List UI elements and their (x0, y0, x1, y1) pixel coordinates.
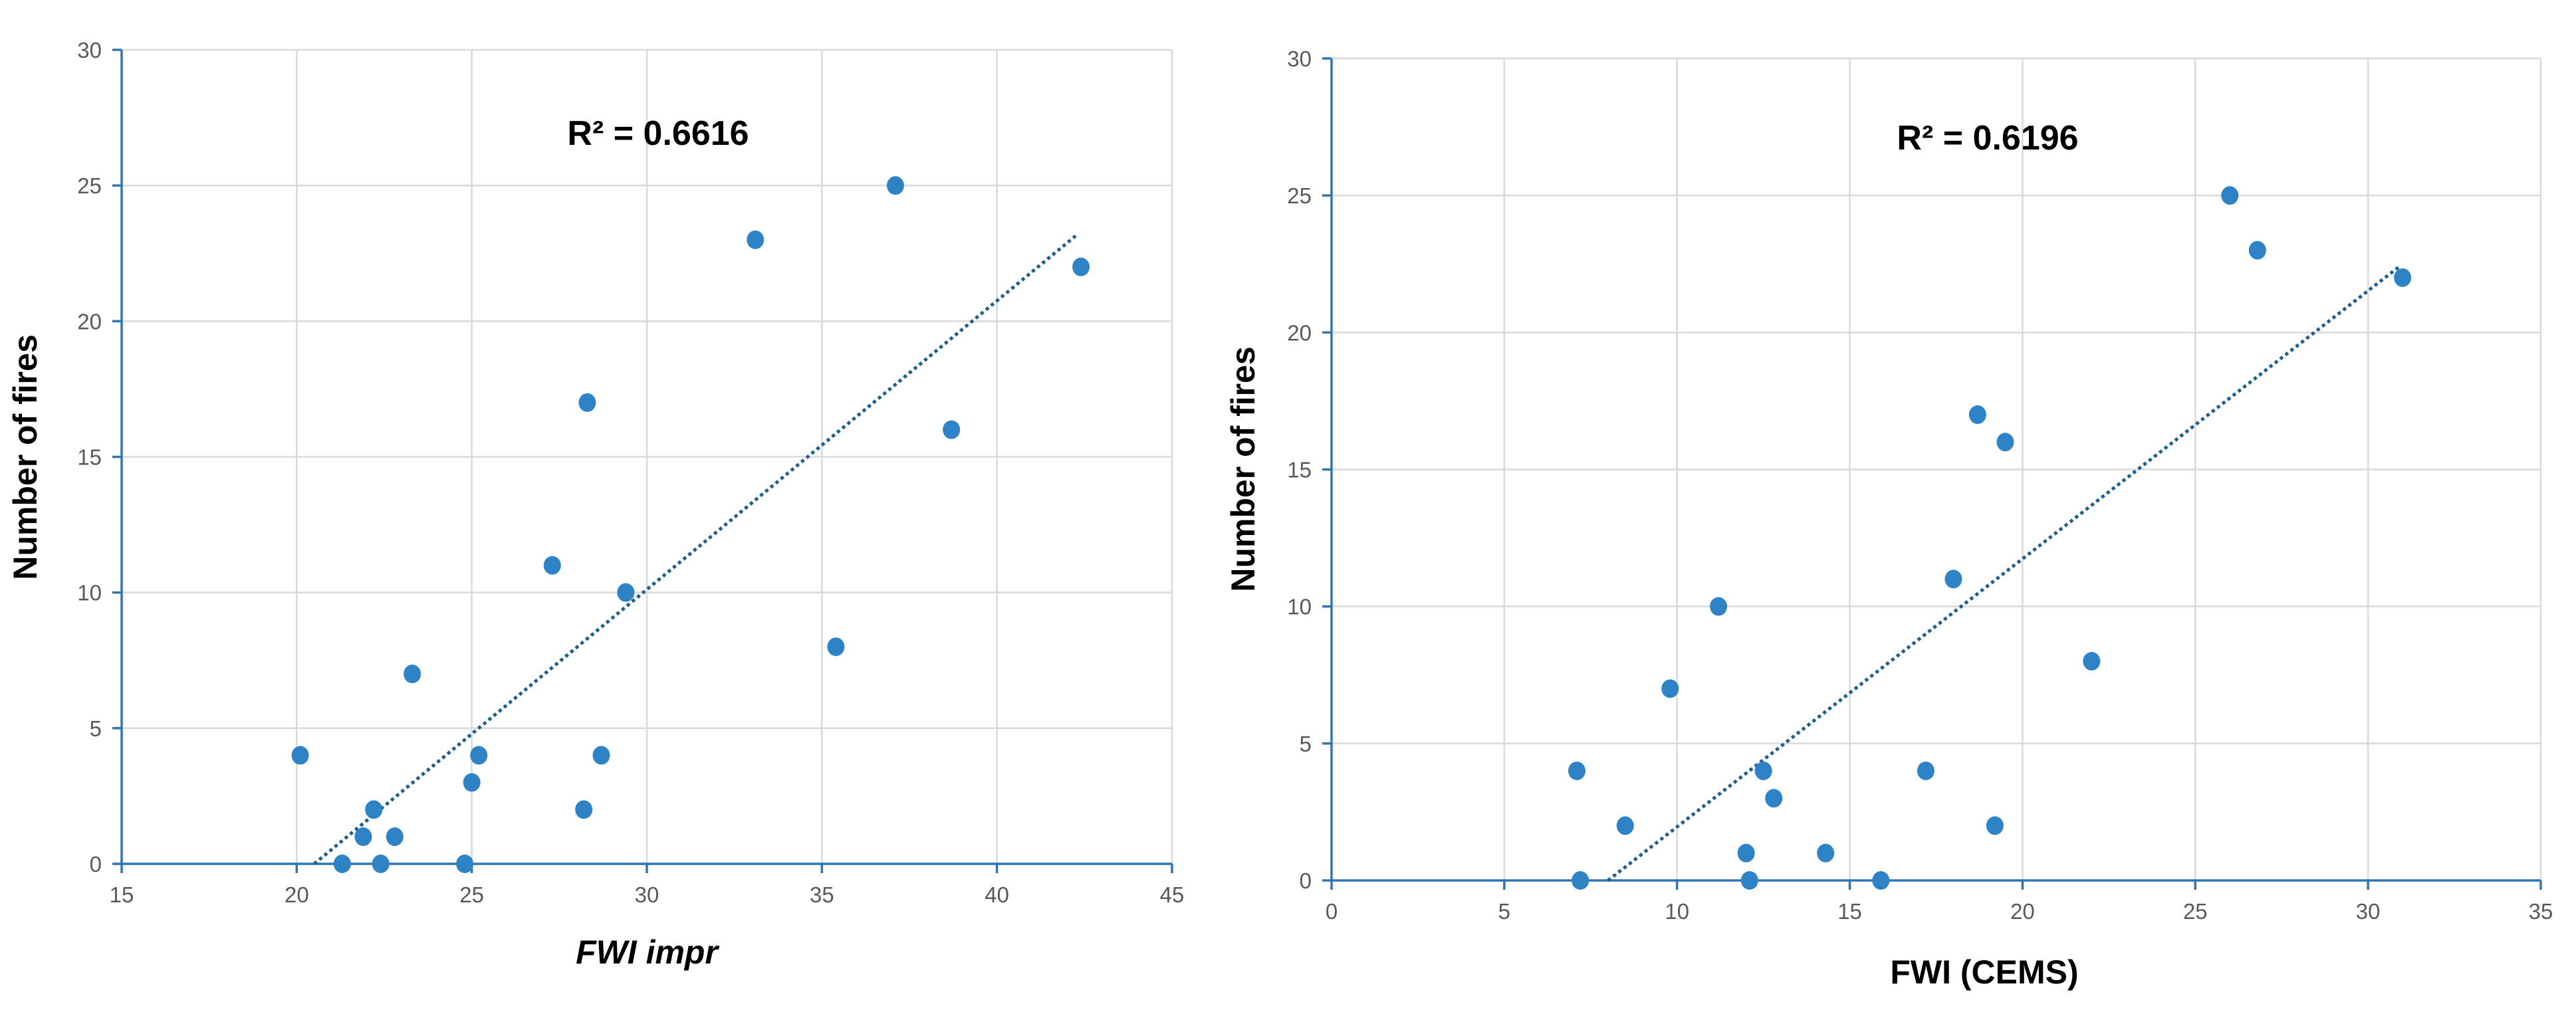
data-point (365, 800, 383, 819)
data-point (943, 420, 961, 439)
y-tick-label: 20 (77, 309, 102, 334)
data-point (1568, 762, 1585, 781)
data-point (1944, 569, 1962, 589)
x-tick-label: 15 (110, 882, 134, 907)
data-point (578, 393, 596, 412)
data-point (2248, 241, 2266, 260)
data-point (333, 855, 351, 873)
x-tick-label: 25 (2183, 899, 2208, 924)
data-point (470, 746, 488, 765)
y-tick-label: 10 (77, 581, 102, 605)
x-tick-label: 20 (2010, 899, 2035, 924)
data-point (291, 746, 309, 765)
y-tick-label: 25 (77, 173, 102, 198)
y-tick-label: 10 (1287, 595, 1312, 619)
y-tick-label: 0 (90, 852, 102, 876)
x-tick-label: 10 (1665, 899, 1689, 924)
x-tick-label: 40 (985, 882, 1009, 907)
x-tick-label: 15 (1837, 899, 1862, 924)
y-tick-label: 30 (1287, 47, 1312, 71)
y-tick-label: 0 (1300, 868, 1312, 893)
data-point (592, 746, 610, 765)
data-point (747, 230, 764, 249)
y-tick-label: 15 (77, 445, 102, 470)
y-tick-label: 5 (90, 716, 102, 741)
data-point (1572, 871, 1589, 890)
x-tick-label: 0 (1326, 899, 1338, 924)
data-point (404, 664, 421, 684)
trendline (313, 233, 1079, 865)
data-point (2083, 652, 2101, 671)
y-tick-label: 25 (1287, 183, 1312, 208)
y-tick-label: 15 (1287, 458, 1312, 482)
data-point (1737, 843, 1755, 863)
data-point (1754, 762, 1772, 781)
y-tick-label: 5 (1300, 732, 1312, 756)
data-point (575, 800, 593, 819)
x-axis-title: FWI impr (576, 934, 719, 971)
x-tick-label: 45 (1160, 882, 1185, 907)
data-point (1986, 816, 2004, 835)
data-point (1765, 789, 1783, 808)
x-tick-label: 35 (810, 882, 834, 907)
data-point (456, 855, 474, 873)
data-point (354, 827, 372, 847)
data-point (617, 583, 635, 602)
data-point (372, 855, 390, 873)
data-point (1710, 597, 1728, 616)
x-tick-label: 30 (2356, 899, 2381, 924)
x-tick-label: 20 (285, 882, 309, 907)
chart-2: 0 5 10 15 20 25 30 0 5 10 15 20 25 30 35 R² = 0.6196 FWI… (1225, 47, 2553, 991)
data-point (463, 773, 481, 792)
data-point (543, 556, 561, 575)
r-squared-annotation: R² = 0.6196 (1897, 119, 2078, 157)
y-tick-label: 20 (1287, 320, 1312, 345)
data-point (386, 827, 404, 847)
chart-1: 0 5 10 15 20 25 30 15 20 25 30 35 40 45 R² = 0.6616 FWI… (7, 38, 1184, 971)
x-tick-label: 30 (635, 882, 659, 907)
r-squared-annotation: R² = 0.6616 (567, 114, 749, 153)
data-point (1996, 433, 2014, 452)
data-point (1072, 257, 1090, 276)
y-tick-label: 30 (77, 38, 102, 62)
data-point (1740, 871, 1758, 890)
data-point (1968, 405, 1986, 425)
x-axis-title: FWI (CEMS) (1890, 954, 2078, 991)
data-point (1616, 816, 1634, 835)
x-tick-label: 25 (459, 882, 484, 907)
data-point (886, 176, 904, 195)
y-axis-title: Number of fires (1225, 346, 1262, 592)
data-point (1661, 679, 1679, 698)
y-axis-title: Number of fires (7, 334, 44, 580)
data-point (2394, 268, 2412, 287)
data-point (1917, 762, 1934, 781)
data-point (1872, 871, 1890, 890)
data-point (827, 637, 845, 657)
data-point (2221, 186, 2239, 205)
x-tick-label: 35 (2529, 899, 2553, 924)
trendline (1607, 265, 2400, 882)
x-tick-label: 5 (1498, 899, 1510, 924)
data-point (1817, 843, 1835, 863)
